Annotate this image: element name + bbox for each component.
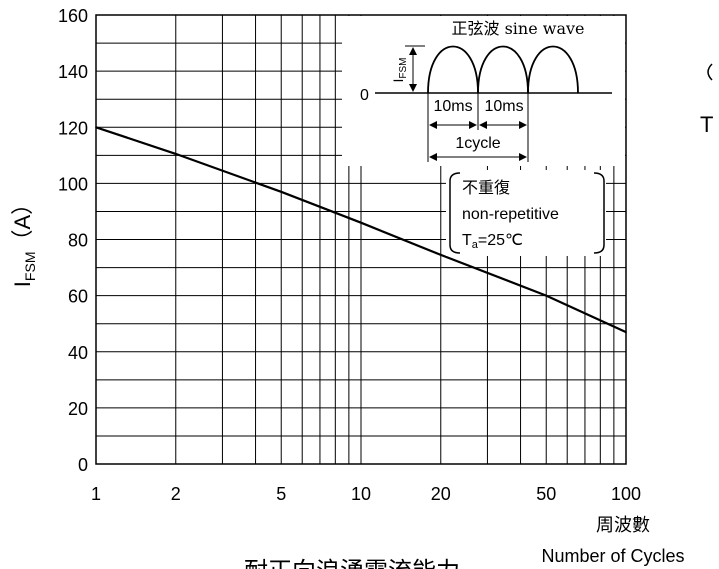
- x-axis-label-en: Number of Cycles: [541, 546, 684, 566]
- inset-axis-label-main: I: [390, 79, 406, 83]
- bracket-left: [449, 172, 461, 254]
- y-tick-label: 100: [58, 174, 88, 194]
- x-tick-label: 50: [536, 484, 556, 504]
- data-point: [625, 331, 627, 333]
- conditions-line-3: Ta=25℃: [462, 232, 523, 251]
- inset-title: 正弦波 sine wave: [451, 19, 584, 38]
- conditions-temp-sub: a: [472, 239, 479, 251]
- y-tick-label: 80: [68, 231, 88, 251]
- right-edge-fragment: T: [700, 112, 713, 137]
- half-period-arrowhead-2b: [519, 121, 527, 129]
- inset-axis-label: IFSM: [390, 58, 409, 83]
- y-tick-label: 120: [58, 118, 88, 138]
- half-period-arrowhead-1b: [469, 121, 477, 129]
- x-axis-label-cn: 周波數: [596, 515, 650, 536]
- x-tick-labels: 1 2 5 10 20 50 100: [91, 484, 641, 504]
- amplitude-arrowhead-down: [409, 84, 417, 92]
- sine-hump-2: [477, 45, 529, 94]
- data-point: [439, 254, 442, 256]
- y-tick-label: 40: [68, 343, 88, 363]
- right-edge-paren: [707, 63, 713, 81]
- data-point: [95, 126, 97, 129]
- half-period-arrowhead-2a: [479, 121, 487, 129]
- sine-hump-3: [527, 45, 579, 94]
- sine-hump-1: [427, 45, 479, 94]
- y-axis-label-sub: FSM: [22, 252, 38, 282]
- x-tick-label: 2: [171, 484, 181, 504]
- y-tick-label: 160: [58, 6, 88, 26]
- x-tick-label: 20: [431, 484, 451, 504]
- data-point: [280, 190, 283, 193]
- x-tick-label: 5: [276, 484, 286, 504]
- y-axis-label-main: I: [10, 281, 35, 287]
- cycle-arrowhead-b: [519, 153, 527, 161]
- half-period-arrowhead-1a: [429, 121, 437, 129]
- y-tick-label: 0: [78, 455, 88, 475]
- waveform-inset: 正弦波 sine wave 0 IFSM 10ms 10ms 1cycle: [342, 16, 625, 166]
- cycle-arrowhead-a: [429, 153, 437, 161]
- data-point: [174, 153, 177, 155]
- plot-frame: [95, 14, 627, 465]
- inset-zero-label: 0: [360, 87, 369, 104]
- conditions-box: 不重復 non-repetitive Ta=25℃: [446, 170, 606, 256]
- conditions-line-2: non-repetitive: [462, 206, 559, 223]
- data-point: [545, 294, 548, 297]
- y-tick-labels: 0 20 40 60 80 100 120 140 160: [58, 6, 88, 475]
- cycle-label: 1cycle: [455, 135, 500, 152]
- x-tick-label: 10: [351, 484, 371, 504]
- y-tick-label: 140: [58, 62, 88, 82]
- amplitude-arrowhead-up: [409, 47, 417, 55]
- bracket-right: [593, 172, 605, 254]
- conditions-temp-symbol: T: [462, 232, 472, 249]
- half-period-label-2: 10ms: [484, 98, 523, 115]
- y-axis-label-unit: （A）: [10, 193, 35, 252]
- chart-caption: 耐正向浪湧電流能力: [244, 557, 460, 569]
- conditions-temp-value: =25℃: [478, 232, 523, 249]
- half-period-label-1: 10ms: [433, 98, 472, 115]
- y-tick-label: 60: [68, 287, 88, 307]
- conditions-line-1: 不重復: [462, 178, 510, 197]
- x-tick-label: 1: [91, 484, 101, 504]
- y-tick-label: 20: [68, 399, 88, 419]
- y-axis-label: IFSM（A）: [10, 193, 38, 287]
- data-point: [360, 221, 362, 224]
- series-layer: [95, 126, 627, 334]
- conditions-background: [446, 170, 606, 256]
- x-tick-label: 100: [611, 484, 641, 504]
- inset-axis-label-sub: FSM: [398, 58, 409, 79]
